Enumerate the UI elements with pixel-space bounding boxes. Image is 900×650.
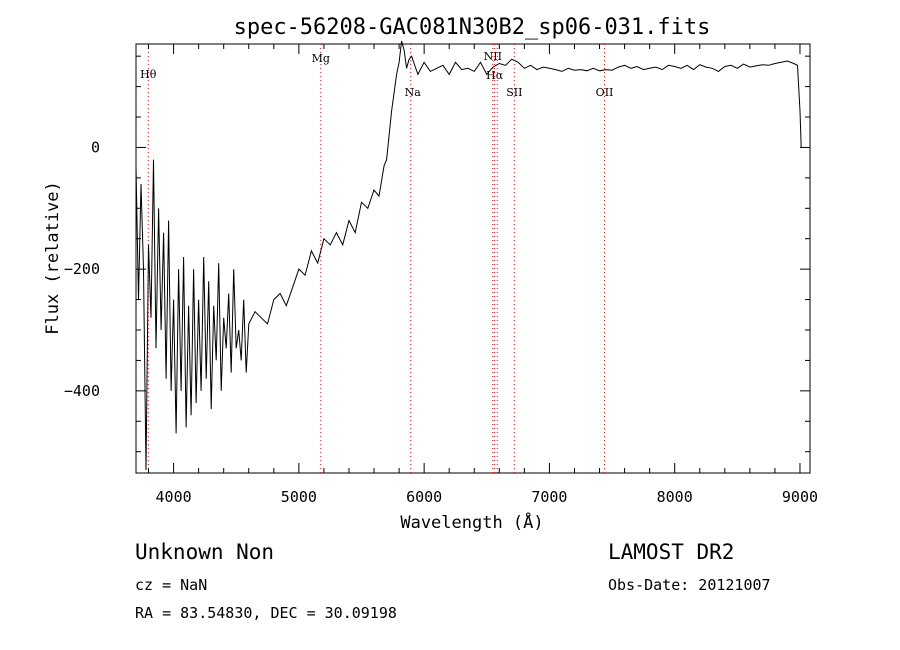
emission-line-label: Hα bbox=[486, 69, 504, 82]
y-tick-label: −200 bbox=[64, 260, 100, 278]
emission-line-label: NII bbox=[484, 50, 502, 63]
x-tick-label: 8000 bbox=[657, 488, 693, 506]
x-tick-label: 4000 bbox=[156, 488, 192, 506]
emission-line-label: SII bbox=[506, 86, 522, 99]
x-tick-label: 7000 bbox=[531, 488, 567, 506]
chart-title: spec-56208-GAC081N30B2_sp06-031.fits bbox=[234, 15, 711, 40]
axis-ticks bbox=[136, 44, 810, 473]
emission-line-label: Na bbox=[405, 86, 422, 99]
x-tick-label: 5000 bbox=[281, 488, 317, 506]
emission-line-label: Mg bbox=[312, 52, 330, 65]
x-axis-label: Wavelength (Å) bbox=[400, 511, 543, 533]
emission-line-label: Hθ bbox=[140, 68, 157, 81]
spectrum-series-line bbox=[135, 40, 802, 471]
axis-tick-labels: 4000 5000 6000 7000 8000 9000 0 −200 −400 bbox=[64, 138, 818, 506]
emission-line-label: OII bbox=[596, 86, 614, 99]
x-tick-label: 9000 bbox=[782, 488, 818, 506]
redshift-text: cz = NaN bbox=[135, 576, 208, 594]
object-class-text: Unknown Non bbox=[135, 540, 275, 564]
plot-frame bbox=[135, 43, 811, 474]
y-tick-label: −400 bbox=[64, 382, 100, 400]
y-tick-label: 0 bbox=[91, 138, 100, 156]
survey-name-text: LAMOST DR2 bbox=[608, 540, 735, 564]
obs-date-text: Obs-Date: 20121007 bbox=[608, 576, 771, 594]
y-axis-label: Flux (relative) bbox=[43, 181, 63, 335]
coordinates-text: RA = 83.54830, DEC = 30.09198 bbox=[135, 604, 397, 622]
x-tick-label: 6000 bbox=[406, 488, 442, 506]
